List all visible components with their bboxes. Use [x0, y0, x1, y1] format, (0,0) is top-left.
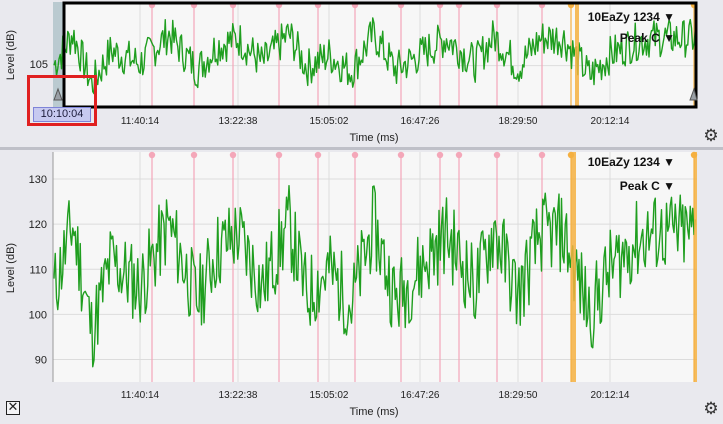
x-tick-label: 15:05:02 — [310, 116, 349, 127]
x-tick-label: 13:22:38 — [219, 390, 258, 401]
x-tick-label: 15:05:02 — [310, 390, 349, 401]
overview-highlight-band[interactable] — [575, 2, 579, 108]
overview-selection-left-shade — [53, 2, 63, 108]
gear-icon[interactable]: ⚙ — [703, 399, 719, 419]
event-marker-dot — [538, 151, 546, 159]
event-marker-dot — [455, 151, 463, 159]
y-tick-label: 100 — [29, 309, 47, 321]
overview-viewport-window[interactable] — [62, 1, 698, 109]
gear-icon[interactable]: ⚙ — [703, 126, 719, 146]
y-tick-label: 110 — [29, 264, 47, 276]
y-tick-label: 90 — [35, 354, 47, 366]
main-metric-dropdown[interactable]: Peak C ▼ — [620, 179, 675, 193]
event-marker-dot — [229, 151, 237, 159]
x-tick-label: 11:40:14 — [121, 390, 160, 401]
overview-channel-dropdown[interactable]: 10EaZy 1234 ▼ — [588, 10, 675, 24]
main-highlight-band-right[interactable] — [694, 152, 697, 382]
main-x-ticks: 11:40:14 13:22:38 15:05:02 16:47:26 18:29:50… — [121, 390, 630, 401]
overview-x-ticks: 11:40:14 13:22:38 15:05:02 16:47:26 18:29:50… — [121, 116, 630, 127]
overview-panel: 105 Level (dB) 11:40:14 13:22:38 15:05:02 1… — [0, 0, 723, 147]
overview-metric-dropdown[interactable]: Peak C ▼ — [620, 31, 675, 45]
viewport-left-handle[interactable] — [53, 87, 63, 101]
main-plot-area — [53, 152, 697, 382]
main-chart[interactable]: 130 120 110 100 90 Level (dB) 11:40:14 13:22:… — [0, 150, 723, 424]
main-channel-dropdown[interactable]: 10EaZy 1234 ▼ — [588, 155, 675, 169]
x-tick-label: 20:12:14 — [591, 116, 630, 127]
x-tick-label: 18:29:50 — [499, 390, 538, 401]
main-y-axis-label: Level (dB) — [5, 243, 17, 293]
y-tick-label: 120 — [29, 219, 47, 231]
main-x-axis-label: Time (ms) — [349, 406, 398, 418]
overview-plot-area — [53, 2, 697, 108]
cursor-time-label: 10:10:04 — [33, 107, 91, 122]
event-marker-dot — [148, 151, 156, 159]
overview-x-axis-label: Time (ms) — [349, 132, 398, 144]
level-series-line — [53, 185, 696, 368]
event-marker-dot — [493, 151, 501, 159]
overview-chart[interactable]: 105 Level (dB) 11:40:14 13:22:38 15:05:02 1… — [0, 0, 723, 147]
main-panel: 130 120 110 100 90 Level (dB) 11:40:14 13:22:… — [0, 150, 723, 424]
event-marker-dot — [397, 151, 405, 159]
x-tick-label: 16:47:26 — [401, 390, 440, 401]
main-trace — [53, 185, 696, 368]
x-tick-label: 18:29:50 — [499, 116, 538, 127]
x-tick-label: 20:12:14 — [591, 390, 630, 401]
x-tick-label: 16:47:26 — [401, 116, 440, 127]
x-tick-label: 13:22:38 — [219, 116, 258, 127]
overview-trace — [53, 17, 696, 95]
event-marker-dot — [190, 151, 198, 159]
level-series-line — [53, 17, 696, 95]
overview-y-axis-label: Level (dB) — [5, 30, 17, 80]
x-tick-label: 11:40:14 — [121, 116, 160, 127]
y-tick-label: 130 — [29, 174, 47, 186]
event-marker-dot — [314, 151, 322, 159]
close-box-icon[interactable]: ✕ — [6, 400, 20, 415]
viewport-right-handle[interactable] — [689, 87, 698, 101]
main-y-ticks: 130 120 110 100 90 — [29, 174, 47, 366]
overview-y-tick: 105 — [30, 59, 48, 71]
event-marker-dot — [351, 151, 359, 159]
main-highlight-band[interactable] — [571, 152, 576, 382]
event-marker-dot — [436, 151, 444, 159]
panel-splitter[interactable] — [0, 147, 723, 150]
event-marker-dot — [275, 151, 283, 159]
